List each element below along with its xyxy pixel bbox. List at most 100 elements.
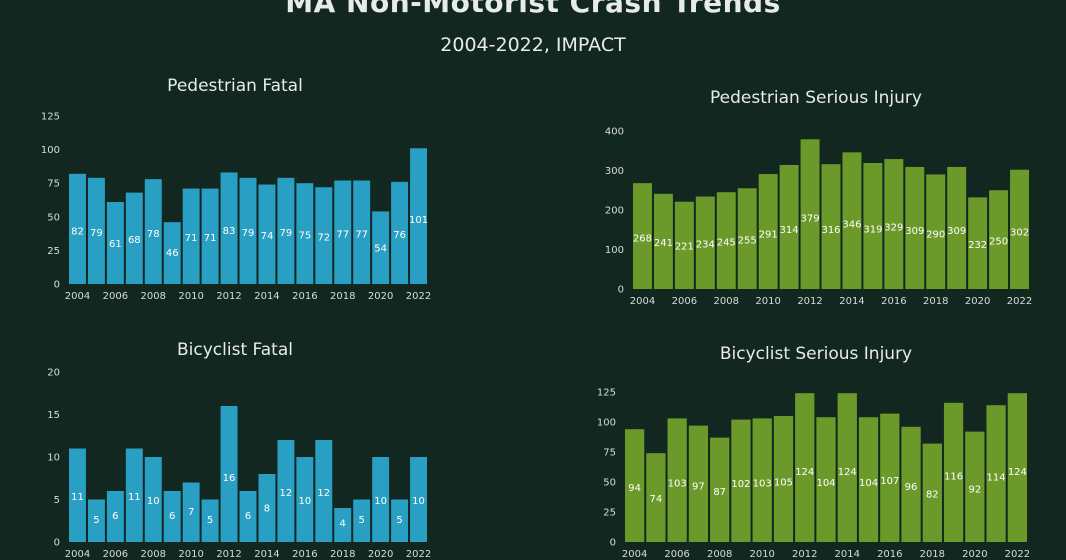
bar-value-label: 255	[738, 236, 757, 247]
bar-value-label: 61	[109, 239, 122, 250]
bar-value-label: 8	[264, 503, 270, 514]
bar	[653, 193, 673, 289]
y-tick-label: 50	[47, 212, 60, 223]
y-tick-label: 125	[597, 388, 616, 399]
bar-value-label: 291	[759, 229, 778, 240]
y-tick-label: 0	[54, 538, 60, 549]
x-tick-label: 2010	[755, 296, 780, 307]
x-tick-label: 2004	[630, 296, 655, 307]
bar-value-label: 12	[280, 488, 293, 499]
bar-value-label: 102	[731, 479, 750, 490]
y-tick-label: 50	[603, 478, 616, 489]
bar	[163, 222, 181, 284]
y-tick-label: 100	[41, 145, 60, 156]
bar	[947, 166, 967, 289]
y-tick-label: 0	[54, 280, 60, 291]
x-tick-label: 2022	[406, 291, 431, 302]
bar	[646, 453, 666, 542]
bar-value-label: 82	[71, 226, 84, 237]
x-tick-label: 2022	[406, 549, 431, 560]
bar-value-label: 74	[261, 231, 274, 242]
y-tick-label: 75	[47, 179, 60, 190]
x-tick-label: 2022	[1005, 549, 1030, 560]
bar	[106, 202, 124, 284]
bar	[87, 499, 105, 542]
bar	[220, 406, 238, 542]
bar	[695, 196, 715, 289]
y-tick-label: 0	[610, 538, 616, 549]
bar	[201, 188, 219, 284]
bar-value-label: 6	[112, 511, 118, 522]
x-tick-label: 2010	[178, 291, 203, 302]
bar	[239, 177, 257, 284]
bar-value-label: 309	[947, 226, 966, 237]
bar-value-label: 10	[298, 496, 311, 507]
x-tick-label: 2016	[292, 549, 317, 560]
chart-bicyclist-fatal: Bicyclist Fatal 0 5 10 15 20 11 5 6 11 10 6 7 5 16 6 8 1…	[20, 340, 450, 560]
bar	[716, 192, 736, 289]
bar	[773, 416, 794, 542]
bar	[315, 187, 333, 284]
bar-value-label: 96	[905, 482, 918, 493]
bar-value-label: 104	[816, 478, 835, 489]
bar	[800, 139, 820, 289]
bar	[884, 159, 904, 289]
bar-value-label: 114	[987, 472, 1006, 483]
bar-value-label: 97	[692, 482, 705, 493]
bar	[87, 177, 105, 284]
bar	[795, 393, 815, 542]
bar	[353, 180, 371, 284]
y-tick-label: 100	[597, 418, 616, 429]
bar-value-label: 379	[801, 214, 820, 225]
page-subtitle: 2004-2022, IMPACT	[440, 34, 626, 56]
bar-value-label: 16	[223, 473, 236, 484]
bar	[296, 457, 314, 542]
chart-title: Pedestrian Serious Injury	[710, 88, 922, 108]
bar	[296, 183, 314, 284]
bar-value-label: 101	[409, 215, 428, 226]
bar-value-label: 87	[713, 487, 726, 498]
bar-value-label: 10	[374, 496, 387, 507]
bar-value-label: 6	[245, 511, 251, 522]
bar-value-label: 290	[926, 229, 945, 240]
bar	[922, 443, 942, 542]
x-tick-label: 2018	[330, 549, 355, 560]
bar-value-label: 54	[374, 243, 387, 254]
bar	[625, 429, 645, 542]
x-tick-label: 2008	[141, 291, 166, 302]
x-tick-label: 2020	[368, 291, 393, 302]
x-tick-label: 2004	[622, 549, 647, 560]
bar	[106, 491, 124, 542]
bar-value-label: 7	[188, 507, 194, 518]
bar-value-label: 6	[169, 511, 175, 522]
bar	[258, 474, 276, 542]
bar-value-label: 76	[393, 230, 406, 241]
bar-value-label: 12	[317, 488, 330, 499]
y-tick-label: 10	[47, 453, 60, 464]
bar	[315, 440, 333, 542]
bar-value-label: 5	[93, 515, 99, 526]
bar-value-label: 79	[242, 228, 255, 239]
y-tick-label: 15	[47, 410, 60, 421]
x-tick-label: 2018	[923, 296, 948, 307]
bar-value-label: 78	[147, 229, 160, 240]
bar-value-label: 75	[298, 231, 311, 242]
bar-value-label: 79	[280, 228, 293, 239]
bar	[842, 152, 862, 289]
bar	[837, 393, 857, 542]
bar-value-label: 221	[675, 242, 694, 253]
bar	[731, 419, 751, 542]
bar	[334, 180, 352, 284]
bar	[688, 425, 709, 542]
bar	[880, 413, 900, 542]
bar-value-label: 268	[633, 233, 652, 244]
bar	[125, 448, 143, 542]
x-tick-label: 2014	[835, 549, 860, 560]
bar-value-label: 82	[926, 490, 939, 501]
x-tick-label: 2008	[141, 549, 166, 560]
x-tick-label: 2012	[797, 296, 822, 307]
y-tick-label: 75	[603, 448, 616, 459]
x-tick-label: 2016	[877, 549, 902, 560]
x-tick-label: 2012	[216, 549, 241, 560]
